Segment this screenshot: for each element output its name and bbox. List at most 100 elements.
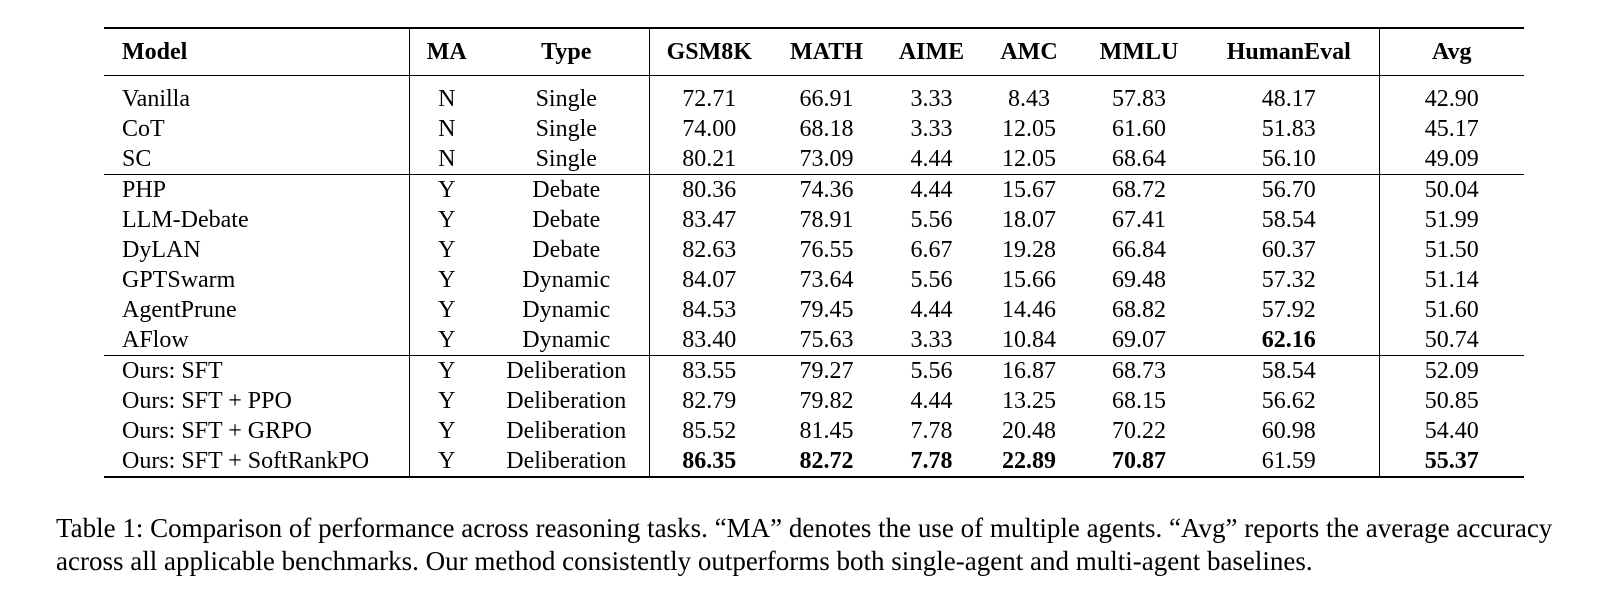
- table-row: LLM-Debate Y Debate 83.47 78.91 5.56 18.07 67.4…: [104, 205, 1524, 235]
- results-table-container: Model MA Type GSM8K MATH AIME AMC MMLU H…: [104, 27, 1524, 478]
- cell-math: 73.64: [799, 267, 854, 293]
- cell-amc: 15.67: [1002, 177, 1056, 203]
- cell-avg: 45.17: [1424, 116, 1479, 142]
- cell-amc: 15.66: [1002, 267, 1056, 293]
- cell-mmlu: 61.60: [1112, 116, 1166, 142]
- cell-aime: 4.44: [910, 297, 953, 323]
- header-mmlu: MMLU: [1099, 39, 1179, 65]
- cell-type: Deliberation: [484, 446, 650, 477]
- cell-humaneval: 57.92: [1199, 295, 1380, 325]
- cell-ma: Y: [438, 358, 456, 384]
- cell-aime: 5.56: [910, 267, 953, 293]
- cell-aime: 5.56: [910, 358, 953, 384]
- table-row: Ours: SFT Y Deliberation 83.55 79.27 5.56 16.8…: [104, 355, 1524, 386]
- cell-avg: 54.40: [1424, 418, 1479, 444]
- cell-avg: 42.90: [1424, 86, 1479, 112]
- cell-gsm8k: 83.47: [682, 207, 737, 233]
- cell-gsm8k: 80.21: [682, 146, 737, 172]
- cell-ma: Y: [438, 177, 456, 203]
- cell-model: Ours: SFT + PPO: [104, 386, 410, 416]
- cell-amc: 18.07: [1002, 207, 1056, 233]
- header-math: MATH: [790, 39, 863, 65]
- table-row: Vanilla N Single 72.71 66.91 3.33 8.43 57.83 48.…: [104, 75, 1524, 114]
- cell-avg: 50.74: [1424, 327, 1479, 353]
- cell-aime: 3.33: [910, 327, 953, 353]
- cell-humaneval: 51.83: [1199, 114, 1380, 144]
- cell-type: Deliberation: [484, 386, 650, 416]
- cell-type: Dynamic: [484, 295, 650, 325]
- cell-type: Debate: [484, 174, 650, 205]
- header-row: Model MA Type GSM8K MATH AIME AMC MMLU H…: [104, 28, 1524, 76]
- cell-model: Vanilla: [104, 75, 410, 114]
- cell-math: 76.55: [799, 237, 854, 263]
- cell-ma: Y: [438, 327, 456, 353]
- header-ma: MA: [426, 39, 467, 65]
- cell-amc: 20.48: [1002, 418, 1056, 444]
- cell-model: Ours: SFT + GRPO: [104, 416, 410, 446]
- cell-model: LLM-Debate: [104, 205, 410, 235]
- cell-model: GPTSwarm: [104, 265, 410, 295]
- cell-humaneval: 58.54: [1199, 355, 1380, 386]
- cell-math: 75.63: [799, 327, 854, 353]
- cell-type: Debate: [484, 235, 650, 265]
- header-avg: Avg: [1431, 39, 1472, 65]
- cell-humaneval: 60.37: [1199, 235, 1380, 265]
- cell-aime: 6.67: [910, 237, 953, 263]
- cell-ma: Y: [438, 448, 456, 474]
- cell-math: 79.45: [799, 297, 854, 323]
- table-caption: Table 1: Comparison of performance acros…: [56, 513, 1553, 576]
- cell-type: Debate: [484, 205, 650, 235]
- cell-gsm8k: 82.79: [682, 388, 737, 414]
- table-row: Ours: SFT + GRPO Y Deliberation 85.52 81.45 7…: [104, 416, 1524, 446]
- table-row: CoT N Single 74.00 68.18 3.33 12.05 61.60 51.83 4…: [104, 114, 1524, 144]
- cell-aime: 7.78: [910, 418, 953, 444]
- cell-ma: N: [438, 116, 456, 142]
- cell-math: 81.45: [799, 418, 854, 444]
- cell-mmlu: 68.82: [1112, 297, 1166, 323]
- cell-avg: 51.99: [1424, 207, 1479, 233]
- cell-math: 78.91: [799, 207, 854, 233]
- cell-math: 68.18: [799, 116, 854, 142]
- cell-model: PHP: [104, 174, 410, 205]
- table-row: AgentPrune Y Dynamic 84.53 79.45 4.44 14.46 68.…: [104, 295, 1524, 325]
- results-table: Model MA Type GSM8K MATH AIME AMC MMLU H…: [104, 27, 1524, 478]
- cell-humaneval: 57.32: [1199, 265, 1380, 295]
- header-aime: AIME: [898, 39, 965, 65]
- cell-ma: Y: [438, 388, 456, 414]
- cell-math: 73.09: [799, 146, 854, 172]
- cell-aime: 5.56: [910, 207, 953, 233]
- cell-ma: Y: [438, 418, 456, 444]
- cell-amc: 12.05: [1002, 146, 1056, 172]
- cell-avg: 49.09: [1424, 146, 1479, 172]
- cell-math: 79.27: [799, 358, 854, 384]
- cell-humaneval: 48.17: [1199, 75, 1380, 114]
- cell-gsm8k: 80.36: [682, 177, 737, 203]
- cell-mmlu: 57.83: [1112, 86, 1166, 112]
- cell-avg: 55.37: [1424, 448, 1479, 474]
- cell-ma: N: [438, 86, 456, 112]
- cell-aime: 4.44: [910, 177, 953, 203]
- cell-type: Single: [484, 75, 650, 114]
- cell-amc: 12.05: [1002, 116, 1056, 142]
- cell-mmlu: 69.07: [1112, 327, 1166, 353]
- cell-gsm8k: 82.63: [682, 237, 737, 263]
- cell-amc: 22.89: [1002, 448, 1056, 474]
- cell-avg: 52.09: [1424, 358, 1479, 384]
- cell-model: AFlow: [104, 325, 410, 356]
- table-row: DyLAN Y Debate 82.63 76.55 6.67 19.28 66.84 60.3…: [104, 235, 1524, 265]
- cell-avg: 50.04: [1424, 177, 1479, 203]
- cell-humaneval: 56.62: [1199, 386, 1380, 416]
- cell-gsm8k: 86.35: [682, 448, 737, 474]
- header-amc: AMC: [1000, 39, 1058, 65]
- cell-avg: 51.50: [1424, 237, 1479, 263]
- cell-humaneval: 56.70: [1199, 174, 1380, 205]
- cell-math: 74.36: [799, 177, 854, 203]
- cell-amc: 13.25: [1002, 388, 1056, 414]
- table-row: Ours: SFT + PPO Y Deliberation 82.79 79.82 4.…: [104, 386, 1524, 416]
- cell-humaneval: 58.54: [1199, 205, 1380, 235]
- header-type: Type: [484, 28, 650, 76]
- cell-type: Single: [484, 144, 650, 175]
- table-row: GPTSwarm Y Dynamic 84.07 73.64 5.56 15.66 69.48…: [104, 265, 1524, 295]
- header-model: Model: [104, 28, 410, 76]
- cell-gsm8k: 84.53: [682, 297, 737, 323]
